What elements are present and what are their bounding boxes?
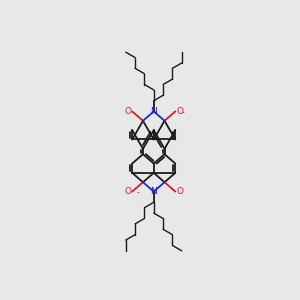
Text: -: - [137,188,140,197]
Text: O: O [124,107,131,116]
Text: N: N [150,107,157,116]
Text: N: N [150,187,157,196]
Text: O: O [124,187,131,196]
Text: -: - [182,108,184,117]
Text: O: O [176,107,183,116]
Text: O: O [176,187,183,196]
